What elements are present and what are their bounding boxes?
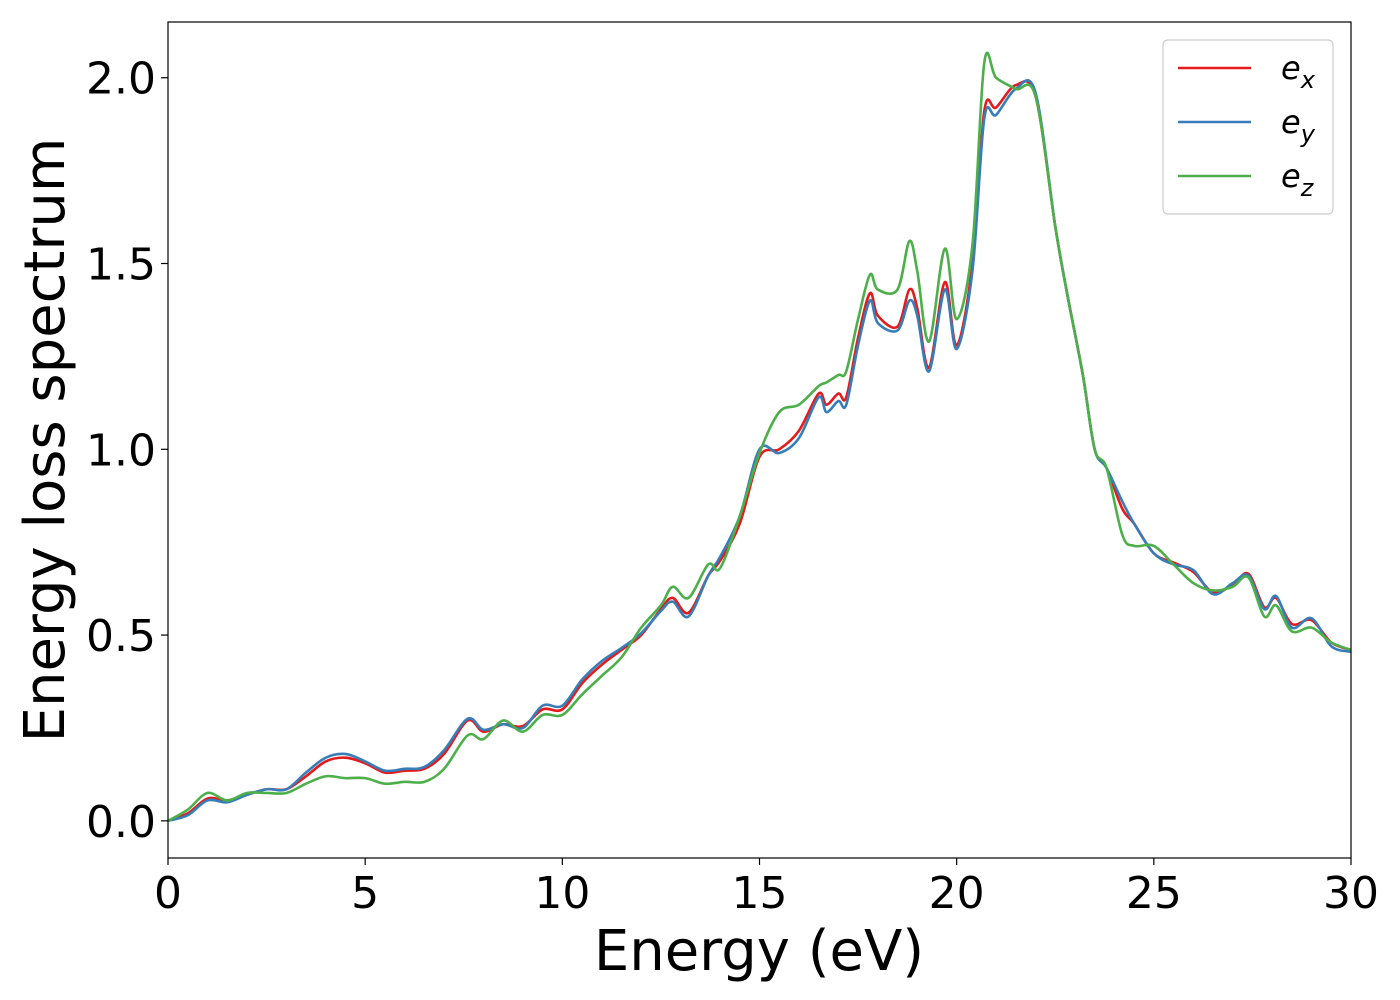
series-line-e-y [168,79,1351,823]
legend-label-e-y: ey [1281,103,1316,148]
y-tick-label: 2.0 [86,54,156,105]
legend-label-subscript: z [1300,174,1315,202]
legend-box [1162,39,1334,215]
x-tick-label: 5 [351,868,379,919]
x-tick-label: 0 [154,868,182,919]
x-tick-label: 15 [732,868,788,919]
x-axis-label: Energy (eV) [594,919,924,984]
x-tick-label: 20 [929,868,985,919]
series-layer [168,51,1351,823]
x-tick-label: 25 [1126,868,1182,919]
x-tick-label: 30 [1323,868,1379,919]
x-tick-label: 10 [534,868,590,919]
series-line-e-z [168,51,1351,822]
legend-label-base: e [1281,157,1301,195]
y-tick-label: 1.5 [86,240,156,291]
x-axis: 0 5 10 15 20 25 30 [154,858,1379,919]
y-axis: 0.0 0.5 1.0 1.5 2.0 [86,54,168,848]
y-tick-label: 1.0 [86,425,156,476]
legend-label-e-z: ez [1281,157,1315,202]
legend-label-subscript: y [1300,120,1316,148]
y-tick-label: 0.0 [86,797,156,848]
y-tick-label: 0.5 [86,611,156,662]
legend-label-base: e [1281,103,1301,141]
legend-label-e-x: ex [1281,49,1316,94]
legend-label-base: e [1281,49,1301,87]
y-axis-label: Energy loss spectrum [13,138,78,743]
legend-label-subscript: x [1300,66,1316,94]
